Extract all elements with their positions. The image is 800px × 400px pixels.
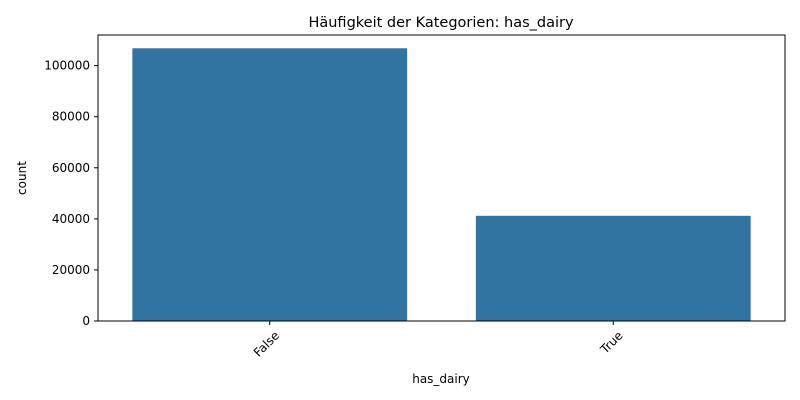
plot-frame bbox=[97, 34, 786, 322]
x-tick-label: False bbox=[251, 328, 282, 359]
y-tick-label: 100000 bbox=[44, 59, 90, 73]
y-tick-label: 40000 bbox=[52, 212, 90, 226]
y-axis: 0 20000 40000 60000 80000 100000 bbox=[44, 59, 98, 328]
x-axis-label: has_dairy bbox=[412, 372, 470, 386]
y-axis-label: count bbox=[15, 161, 29, 195]
y-tick-label: 60000 bbox=[52, 161, 90, 175]
bar-true bbox=[475, 215, 751, 321]
y-tick-label: 0 bbox=[82, 314, 90, 328]
bar-false bbox=[132, 48, 408, 322]
bars-layer bbox=[132, 48, 751, 322]
x-axis: False True bbox=[251, 321, 626, 360]
chart-title: Häufigkeit der Kategorien: has_dairy bbox=[308, 15, 574, 31]
y-tick-label: 20000 bbox=[52, 263, 90, 277]
x-tick-label: True bbox=[597, 328, 626, 357]
y-tick-label: 80000 bbox=[52, 110, 90, 124]
